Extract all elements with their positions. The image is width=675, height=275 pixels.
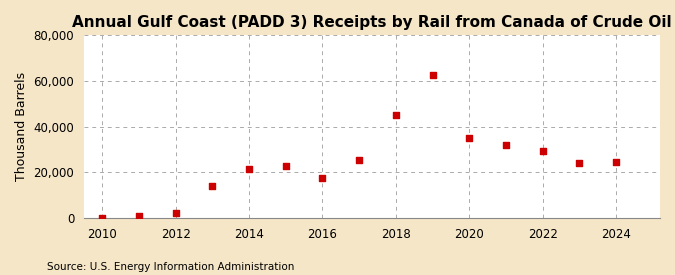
Point bbox=[427, 73, 438, 78]
Point bbox=[134, 214, 144, 219]
Title: Annual Gulf Coast (PADD 3) Receipts by Rail from Canada of Crude Oil: Annual Gulf Coast (PADD 3) Receipts by R… bbox=[72, 15, 672, 30]
Point bbox=[97, 216, 108, 220]
Point bbox=[354, 158, 364, 162]
Y-axis label: Thousand Barrels: Thousand Barrels bbox=[15, 72, 28, 181]
Point bbox=[574, 161, 585, 166]
Point bbox=[317, 176, 328, 180]
Point bbox=[464, 136, 475, 140]
Point bbox=[611, 160, 622, 164]
Point bbox=[390, 113, 401, 117]
Point bbox=[280, 163, 291, 168]
Point bbox=[537, 148, 548, 153]
Point bbox=[244, 167, 254, 171]
Point bbox=[207, 184, 218, 188]
Text: Source: U.S. Energy Information Administration: Source: U.S. Energy Information Administ… bbox=[47, 262, 294, 272]
Point bbox=[170, 211, 181, 215]
Point bbox=[501, 143, 512, 147]
